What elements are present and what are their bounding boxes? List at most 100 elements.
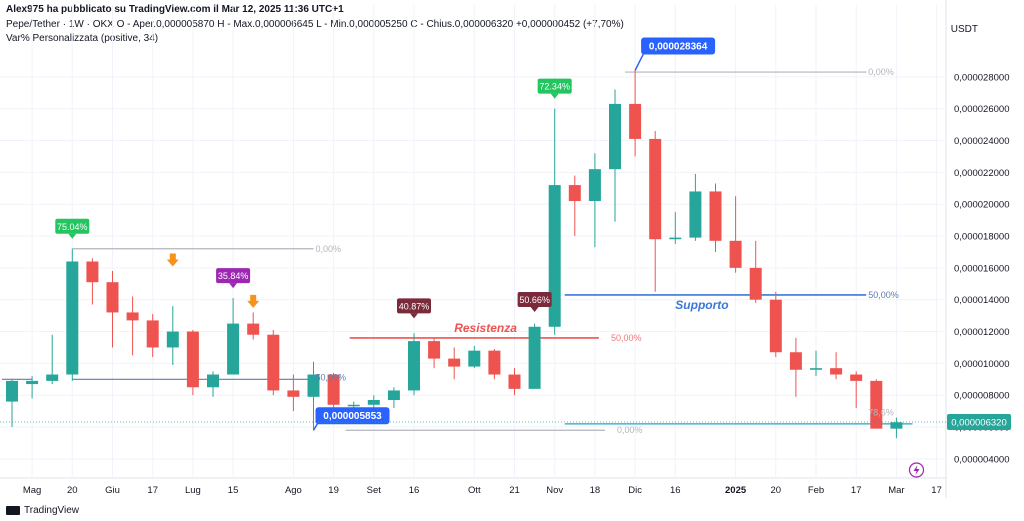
fibonacci-label: 50,00% [316, 373, 347, 383]
candle-body [6, 380, 18, 402]
x-tick-label: Mar [888, 485, 904, 496]
ohlc-line: Pepe/Tether · 1W · OKX O - Aper.0,000005… [6, 19, 624, 30]
x-tick-label: Lug [185, 485, 201, 496]
ohlc-values: O - Aper.0,000005870 H - Max.0,000006645… [116, 19, 624, 30]
event-icon-ring [908, 462, 925, 478]
x-tick-label: Mag [23, 485, 41, 496]
price-callout-pointer [634, 50, 646, 71]
percent-callout-pointer [530, 306, 539, 312]
y-tick-label: 0,000008000 [954, 391, 1009, 402]
y-tick-label: 0,000010000 [954, 359, 1009, 370]
candle-body [86, 261, 99, 283]
x-tick-label: 18 [590, 485, 601, 496]
percent-callout-box [216, 268, 251, 284]
x-tick-label: Dic [628, 485, 642, 496]
resistance-label: Resistenza [454, 321, 517, 335]
y-tick-label: 0,000018000 [954, 232, 1009, 243]
fibonacci-label: 0,00% [316, 244, 342, 254]
y-tick-label: 0,000024000 [954, 136, 1009, 147]
x-tick-label: 17 [931, 485, 942, 496]
percent-callout-label: 75.04% [57, 222, 88, 232]
brand-footer: TradingView [6, 505, 79, 516]
percent-callout-label: 72.34% [539, 82, 570, 92]
candle-body [468, 350, 481, 367]
percent-callout-label: 35.84% [218, 271, 249, 281]
candle-body [227, 323, 240, 375]
candle-body [367, 399, 380, 405]
lightning-icon [913, 465, 920, 475]
percent-callout-box [537, 78, 572, 94]
candle-body [568, 185, 581, 202]
support-label: Supporto [675, 298, 728, 312]
percent-callout-box [517, 291, 552, 307]
candle-body [870, 380, 883, 429]
candle-body [126, 312, 139, 321]
candle-body [166, 331, 179, 348]
x-tick-label: 20 [771, 485, 782, 496]
candle-body [789, 352, 802, 370]
candle-body [508, 374, 521, 389]
candle-body [287, 390, 300, 397]
x-tick-label: Nov [546, 485, 563, 496]
y-tick-label: 0,000028000 [954, 72, 1009, 83]
candle-body [749, 267, 762, 300]
candle-body [327, 374, 340, 405]
indicator-legend[interactable]: Var% Personalizzata (positive, 34) [6, 33, 159, 44]
tradingview-logo-icon [6, 506, 20, 515]
price-callout-label: 0,000028364 [649, 41, 708, 52]
x-tick-label: 16 [409, 485, 420, 496]
x-tick-label: 19 [328, 485, 339, 496]
percent-callout-label: 40.87% [399, 301, 430, 311]
fibonacci-label: 0,00% [868, 67, 894, 77]
candle-body [588, 169, 601, 202]
percent-callout-pointer [550, 93, 559, 99]
x-tick-label: Ago [285, 485, 302, 496]
price-callout-box [315, 407, 390, 425]
candle-body [267, 334, 280, 391]
x-tick-label: 20 [67, 485, 78, 496]
candle-body [850, 374, 863, 381]
y-tick-label: 0,000012000 [954, 327, 1009, 338]
percent-callout-pointer [68, 233, 77, 239]
candle-body [408, 341, 420, 391]
brand-name: TradingView [24, 505, 80, 516]
candle-body [488, 350, 501, 375]
candle-body [146, 320, 159, 348]
candle-body [528, 326, 541, 389]
fibonacci-label: 50,00% [868, 290, 899, 300]
candle-body [649, 138, 662, 240]
candle-body [307, 374, 320, 397]
symbol-label: Pepe/Tether · 1W · OKX [6, 19, 114, 30]
y-tick-label: 0,000014000 [954, 295, 1009, 306]
x-tick-label: Ott [468, 485, 481, 496]
candle-body [347, 404, 360, 407]
x-tick-label: 21 [509, 485, 520, 496]
x-tick-label: 15 [228, 485, 239, 496]
last-price-tag [947, 413, 1011, 430]
y-tick-label: 0,000016000 [954, 263, 1009, 274]
candle-body [247, 323, 260, 335]
candle-body [66, 261, 79, 375]
down-arrow-icon [247, 294, 260, 308]
fibonacci-label: 0,00% [617, 425, 643, 435]
currency-label: USDT [950, 24, 978, 35]
y-tick-label: 0,000020000 [954, 200, 1009, 211]
candle-body [106, 282, 119, 313]
percent-callout-pointer [229, 283, 238, 289]
x-tick-label: 17 [147, 485, 158, 496]
percent-callout-label: 50.66% [519, 295, 550, 305]
candle-body [709, 191, 722, 241]
down-arrow-icon [166, 253, 179, 267]
y-tick-label: 0,000026000 [954, 104, 1009, 115]
candle-body [890, 422, 903, 429]
percent-callout-box [55, 218, 90, 234]
candle-body [769, 299, 782, 353]
candle-body [26, 380, 39, 385]
candle-body [387, 390, 400, 400]
fibonacci-label: 78,6% [868, 408, 894, 418]
y-tick-label: 0,000022000 [954, 168, 1009, 179]
fibonacci-label: 50,00% [611, 333, 642, 343]
candle-body [729, 240, 742, 268]
candle-body [810, 368, 822, 370]
